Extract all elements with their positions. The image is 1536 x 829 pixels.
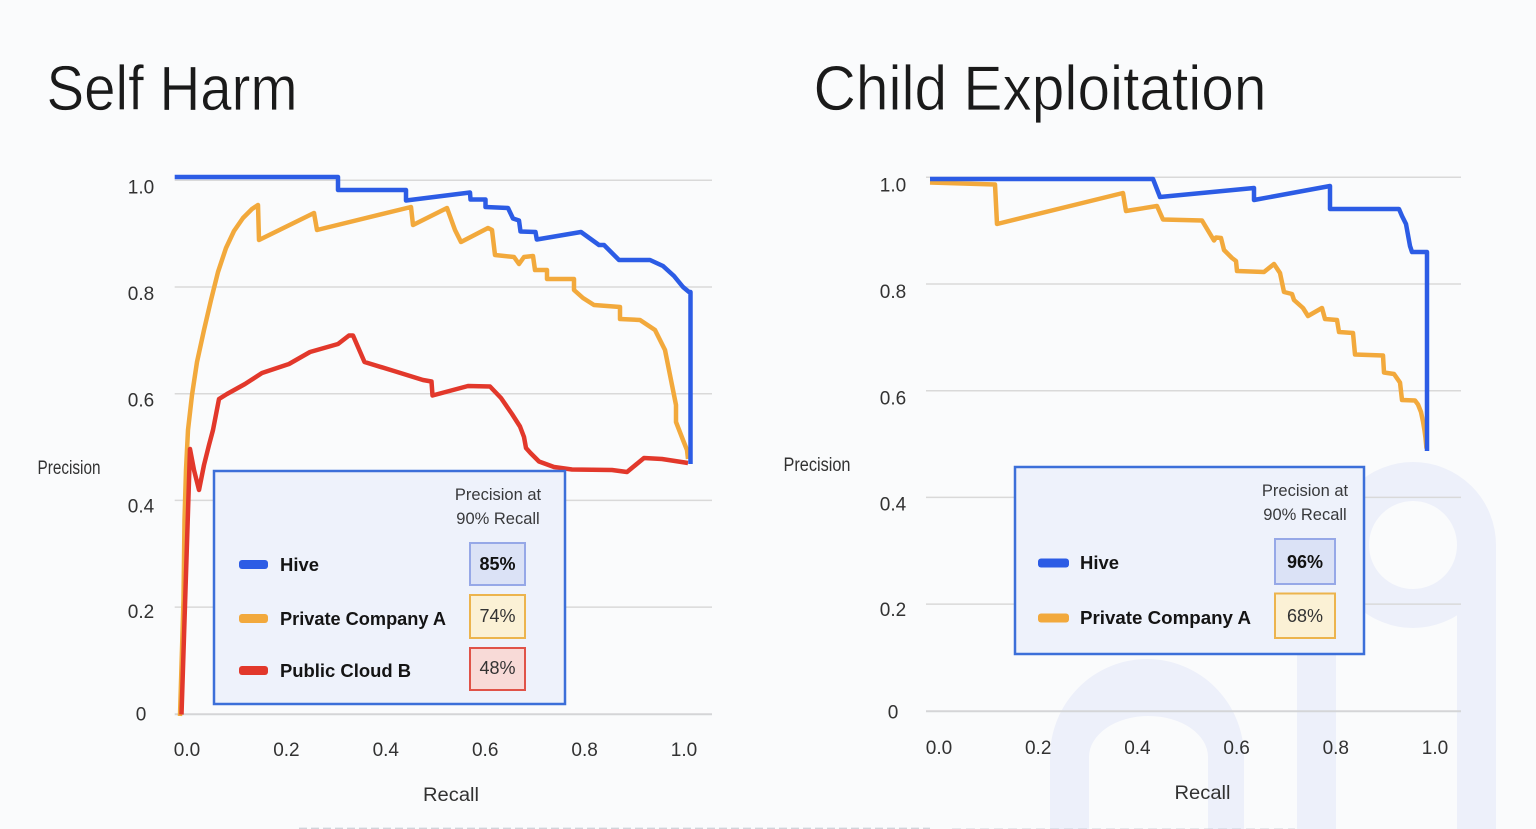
svg-text:0.2: 0.2 [880, 600, 906, 621]
svg-text:0.6: 0.6 [472, 740, 498, 761]
svg-text:96%: 96% [1287, 552, 1323, 572]
svg-text:0.0: 0.0 [174, 740, 200, 761]
svg-text:0.2: 0.2 [128, 602, 154, 623]
svg-text:1.0: 1.0 [671, 740, 697, 761]
svg-text:0: 0 [888, 703, 899, 724]
svg-text:Child Exploitation: Child Exploitation [814, 54, 1267, 124]
svg-text:0.8: 0.8 [880, 282, 906, 303]
svg-text:Private Company A: Private Company A [280, 609, 446, 629]
svg-text:Private Company A: Private Company A [1080, 608, 1251, 628]
svg-text:74%: 74% [479, 606, 515, 626]
svg-text:0.2: 0.2 [1025, 738, 1051, 759]
svg-text:1.0: 1.0 [128, 178, 154, 199]
svg-text:0.6: 0.6 [880, 389, 906, 410]
svg-text:Recall: Recall [423, 785, 479, 806]
svg-text:Hive: Hive [280, 555, 319, 575]
svg-text:Hive: Hive [1080, 553, 1119, 573]
svg-text:0: 0 [136, 705, 147, 726]
svg-text:0.4: 0.4 [373, 740, 400, 761]
svg-text:0.8: 0.8 [128, 284, 154, 305]
svg-text:0.6: 0.6 [128, 391, 154, 412]
svg-text:0.4: 0.4 [880, 495, 907, 516]
svg-text:68%: 68% [1287, 606, 1323, 626]
svg-text:85%: 85% [479, 554, 515, 574]
svg-text:Self Harm: Self Harm [47, 54, 298, 124]
svg-text:90% Recall: 90% Recall [456, 510, 539, 528]
svg-text:0.4: 0.4 [1124, 738, 1151, 759]
svg-text:Precision at: Precision at [1262, 482, 1349, 500]
svg-text:0.8: 0.8 [1323, 738, 1349, 759]
svg-text:0.2: 0.2 [273, 740, 299, 761]
svg-text:0.8: 0.8 [571, 740, 597, 761]
svg-text:Precision: Precision [784, 455, 851, 476]
svg-text:Precision at: Precision at [455, 486, 542, 504]
svg-text:0.6: 0.6 [1223, 738, 1249, 759]
svg-text:0.4: 0.4 [128, 497, 155, 518]
svg-text:Recall: Recall [1175, 783, 1231, 804]
svg-text:1.0: 1.0 [1422, 738, 1448, 759]
svg-text:90% Recall: 90% Recall [1263, 506, 1346, 524]
svg-text:0.0: 0.0 [926, 738, 952, 759]
svg-text:1.0: 1.0 [880, 176, 906, 197]
svg-text:Public Cloud B: Public Cloud B [280, 661, 411, 681]
svg-text:Precision: Precision [38, 458, 101, 479]
svg-text:48%: 48% [479, 658, 515, 678]
